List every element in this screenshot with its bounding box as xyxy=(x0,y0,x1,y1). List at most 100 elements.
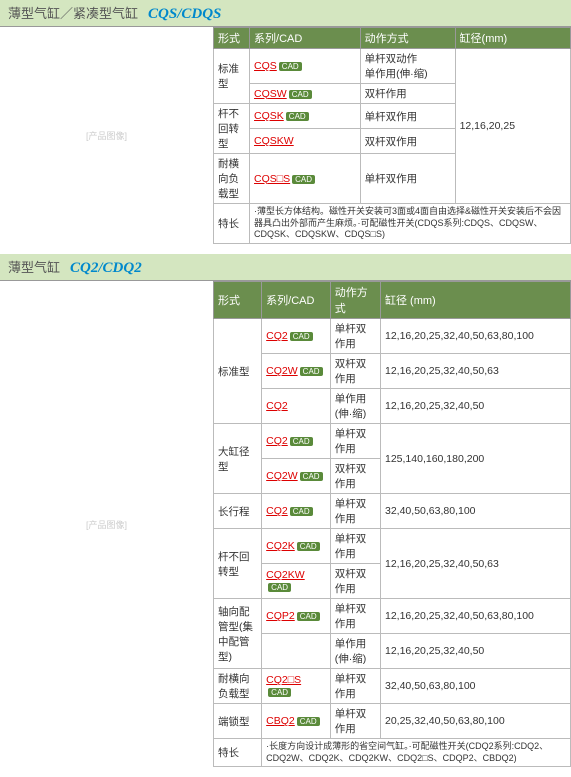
section-code: CQ2/CDQ2 xyxy=(70,260,142,276)
action-cell: 双杆作用 xyxy=(360,84,455,104)
series-link[interactable]: CQ2KW xyxy=(266,569,305,581)
series-link[interactable]: CBQ2 xyxy=(266,715,295,727)
action-cell: 单杆双作用 xyxy=(330,669,380,704)
action-cell: 单杆双作用 xyxy=(360,104,455,129)
series-link[interactable]: CQ2□S xyxy=(266,674,301,686)
table-header: 动作方式 xyxy=(330,282,380,319)
feature-label: 特长 xyxy=(214,739,262,767)
table-row: 大缸径型CQ2CAD单杆双作用125,140,160,180,200 xyxy=(214,424,571,459)
series-cell: CQSWCAD xyxy=(250,84,361,104)
feature-label: 特长 xyxy=(214,204,250,244)
cad-icon[interactable]: CAD xyxy=(290,332,313,341)
series-link[interactable]: CQ2W xyxy=(266,470,298,482)
series-link[interactable]: CQS□S xyxy=(254,173,290,185)
feature-text: ·长度方向设计成薄形的省空间气缸。·可配磁性开关(CDQ2系列:CDQ2、CDQ… xyxy=(262,739,571,767)
cad-icon[interactable]: CAD xyxy=(297,717,320,726)
table-area: 形式系列/CAD动作方式缸径 (mm)标准型CQ2CAD单杆双作用12,16,2… xyxy=(213,281,571,767)
table-row: 耐横向负载型 CQ2□S CAD 单杆双作用32,40,50,63,80,100 xyxy=(214,669,571,704)
cad-icon[interactable]: CAD xyxy=(279,62,302,71)
section-content: [产品图像]形式系列/CAD动作方式缸径 (mm)标准型CQ2CAD单杆双作用1… xyxy=(0,281,571,767)
cad-icon[interactable]: CAD xyxy=(292,175,315,184)
cad-icon[interactable]: CAD xyxy=(289,90,312,99)
cad-icon[interactable]: CAD xyxy=(290,437,313,446)
table-row: 端锁型CBQ2CAD单杆双作用20,25,32,40,50,63,80,100 xyxy=(214,704,571,739)
table-header: 形式 xyxy=(214,282,262,319)
type-cell: 耐横向负载型 xyxy=(214,669,262,704)
table-row: 标准型CQ2CAD单杆双作用12,16,20,25,32,40,50,63,80… xyxy=(214,319,571,354)
series-link[interactable]: CQ2 xyxy=(266,400,288,412)
table-header: 形式 xyxy=(214,28,250,49)
cad-icon[interactable]: CAD xyxy=(300,472,323,481)
series-link[interactable]: CQSKW xyxy=(254,135,294,147)
cad-icon[interactable]: CAD xyxy=(297,612,320,621)
action-cell: 双杆双作用 xyxy=(330,354,380,389)
cad-icon[interactable]: CAD xyxy=(268,583,291,592)
bore-cell: 12,16,20,25,32,40,50,63,80,100 xyxy=(381,599,571,634)
section-header: 薄型气缸 CQ2/CDQ2 xyxy=(0,254,571,281)
table-area: 形式系列/CAD动作方式缸径(mm)标准型CQSCAD单杆双动作单作用(伸·缩)… xyxy=(213,27,571,244)
action-cell: 单杆双作用 xyxy=(330,319,380,354)
action-cell: 单杆双作用 xyxy=(330,704,380,739)
cad-icon[interactable]: CAD xyxy=(268,688,291,697)
series-link[interactable]: CQS xyxy=(254,60,277,72)
feature-row: 特长·长度方向设计成薄形的省空间气缸。·可配磁性开关(CDQ2系列:CDQ2、C… xyxy=(214,739,571,767)
bore-cell: 125,140,160,180,200 xyxy=(381,424,571,494)
cad-icon[interactable]: CAD xyxy=(300,367,323,376)
section-content: [产品图像]形式系列/CAD动作方式缸径(mm)标准型CQSCAD单杆双动作单作… xyxy=(0,27,571,244)
cad-icon[interactable]: CAD xyxy=(286,112,309,121)
bore-cell: 12,16,20,25,32,40,50,63 xyxy=(381,529,571,599)
section-title: 薄型气缸／紧凑型气缸 xyxy=(8,6,138,21)
table-row: 单作用(伸·缩)12,16,20,25,32,40,50 xyxy=(214,634,571,669)
series-link[interactable]: CQSW xyxy=(254,88,287,100)
section-title: 薄型气缸 xyxy=(8,260,60,275)
section-0: 薄型气缸／紧凑型气缸CQS/CDQS[产品图像]形式系列/CAD动作方式缸径(m… xyxy=(0,0,571,244)
type-cell: 耐横向负载型 xyxy=(214,154,250,204)
action-cell: 双杆双作用 xyxy=(360,129,455,154)
section-1: 薄型气缸CQ2/CDQ2[产品图像]形式系列/CAD动作方式缸径 (mm)标准型… xyxy=(0,254,571,767)
series-cell: CQSKCAD xyxy=(250,104,361,129)
spec-table: 形式系列/CAD动作方式缸径(mm)标准型CQSCAD单杆双动作单作用(伸·缩)… xyxy=(213,27,571,244)
series-cell: CQ2WCAD xyxy=(262,354,331,389)
table-header: 动作方式 xyxy=(360,28,455,49)
table-header: 缸径 (mm) xyxy=(381,282,571,319)
bore-cell: 12,16,20,25,32,40,50,63,80,100 xyxy=(381,319,571,354)
series-link[interactable]: CQSK xyxy=(254,110,284,122)
cad-icon[interactable]: CAD xyxy=(290,507,313,516)
series-cell xyxy=(262,634,331,669)
table-row: 杆不回转型CQ2KCAD单杆双作用12,16,20,25,32,40,50,63 xyxy=(214,529,571,564)
action-cell: 单杆双作用 xyxy=(330,599,380,634)
series-cell: CBQ2CAD xyxy=(262,704,331,739)
series-cell: CQ2KW CAD xyxy=(262,564,331,599)
table-header: 系列/CAD xyxy=(262,282,331,319)
spec-table: 形式系列/CAD动作方式缸径 (mm)标准型CQ2CAD单杆双作用12,16,2… xyxy=(213,281,571,767)
action-cell: 双杆双作用 xyxy=(330,564,380,599)
series-cell: CQ2 xyxy=(262,389,331,424)
type-cell: 大缸径型 xyxy=(214,424,262,494)
bore-cell: 12,16,20,25 xyxy=(455,49,570,204)
series-link[interactable]: CQ2 xyxy=(266,505,288,517)
series-link[interactable]: CQ2W xyxy=(266,365,298,377)
bore-cell: 20,25,32,40,50,63,80,100 xyxy=(381,704,571,739)
type-cell: 杆不回转型 xyxy=(214,529,262,599)
action-cell: 单作用(伸·缩) xyxy=(330,634,380,669)
series-link[interactable]: CQP2 xyxy=(266,610,295,622)
action-cell: 单作用(伸·缩) xyxy=(330,389,380,424)
type-cell: 长行程 xyxy=(214,494,262,529)
bore-cell: 32,40,50,63,80,100 xyxy=(381,669,571,704)
series-link[interactable]: CQ2 xyxy=(266,435,288,447)
table-row: 长行程CQ2CAD单杆双作用32,40,50,63,80,100 xyxy=(214,494,571,529)
series-cell: CQSKW xyxy=(250,129,361,154)
table-row: 轴向配管型(集中配管型)CQP2CAD单杆双作用12,16,20,25,32,4… xyxy=(214,599,571,634)
series-link[interactable]: CQ2K xyxy=(266,540,295,552)
type-cell: 标准型 xyxy=(214,319,262,424)
feature-row: 特长·薄型长方体结构。磁性开关安装可3面或4面自由选择&磁性开关安装后不会因器具… xyxy=(214,204,571,244)
series-link[interactable]: CQ2 xyxy=(266,330,288,342)
bore-cell: 12,16,20,25,32,40,50,63 xyxy=(381,354,571,389)
table-row: CQ2单作用(伸·缩)12,16,20,25,32,40,50 xyxy=(214,389,571,424)
bore-cell: 12,16,20,25,32,40,50 xyxy=(381,634,571,669)
series-cell: CQ2CAD xyxy=(262,319,331,354)
cad-icon[interactable]: CAD xyxy=(297,542,320,551)
type-cell: 轴向配管型(集中配管型) xyxy=(214,599,262,669)
series-cell: CQ2KCAD xyxy=(262,529,331,564)
table-header: 系列/CAD xyxy=(250,28,361,49)
